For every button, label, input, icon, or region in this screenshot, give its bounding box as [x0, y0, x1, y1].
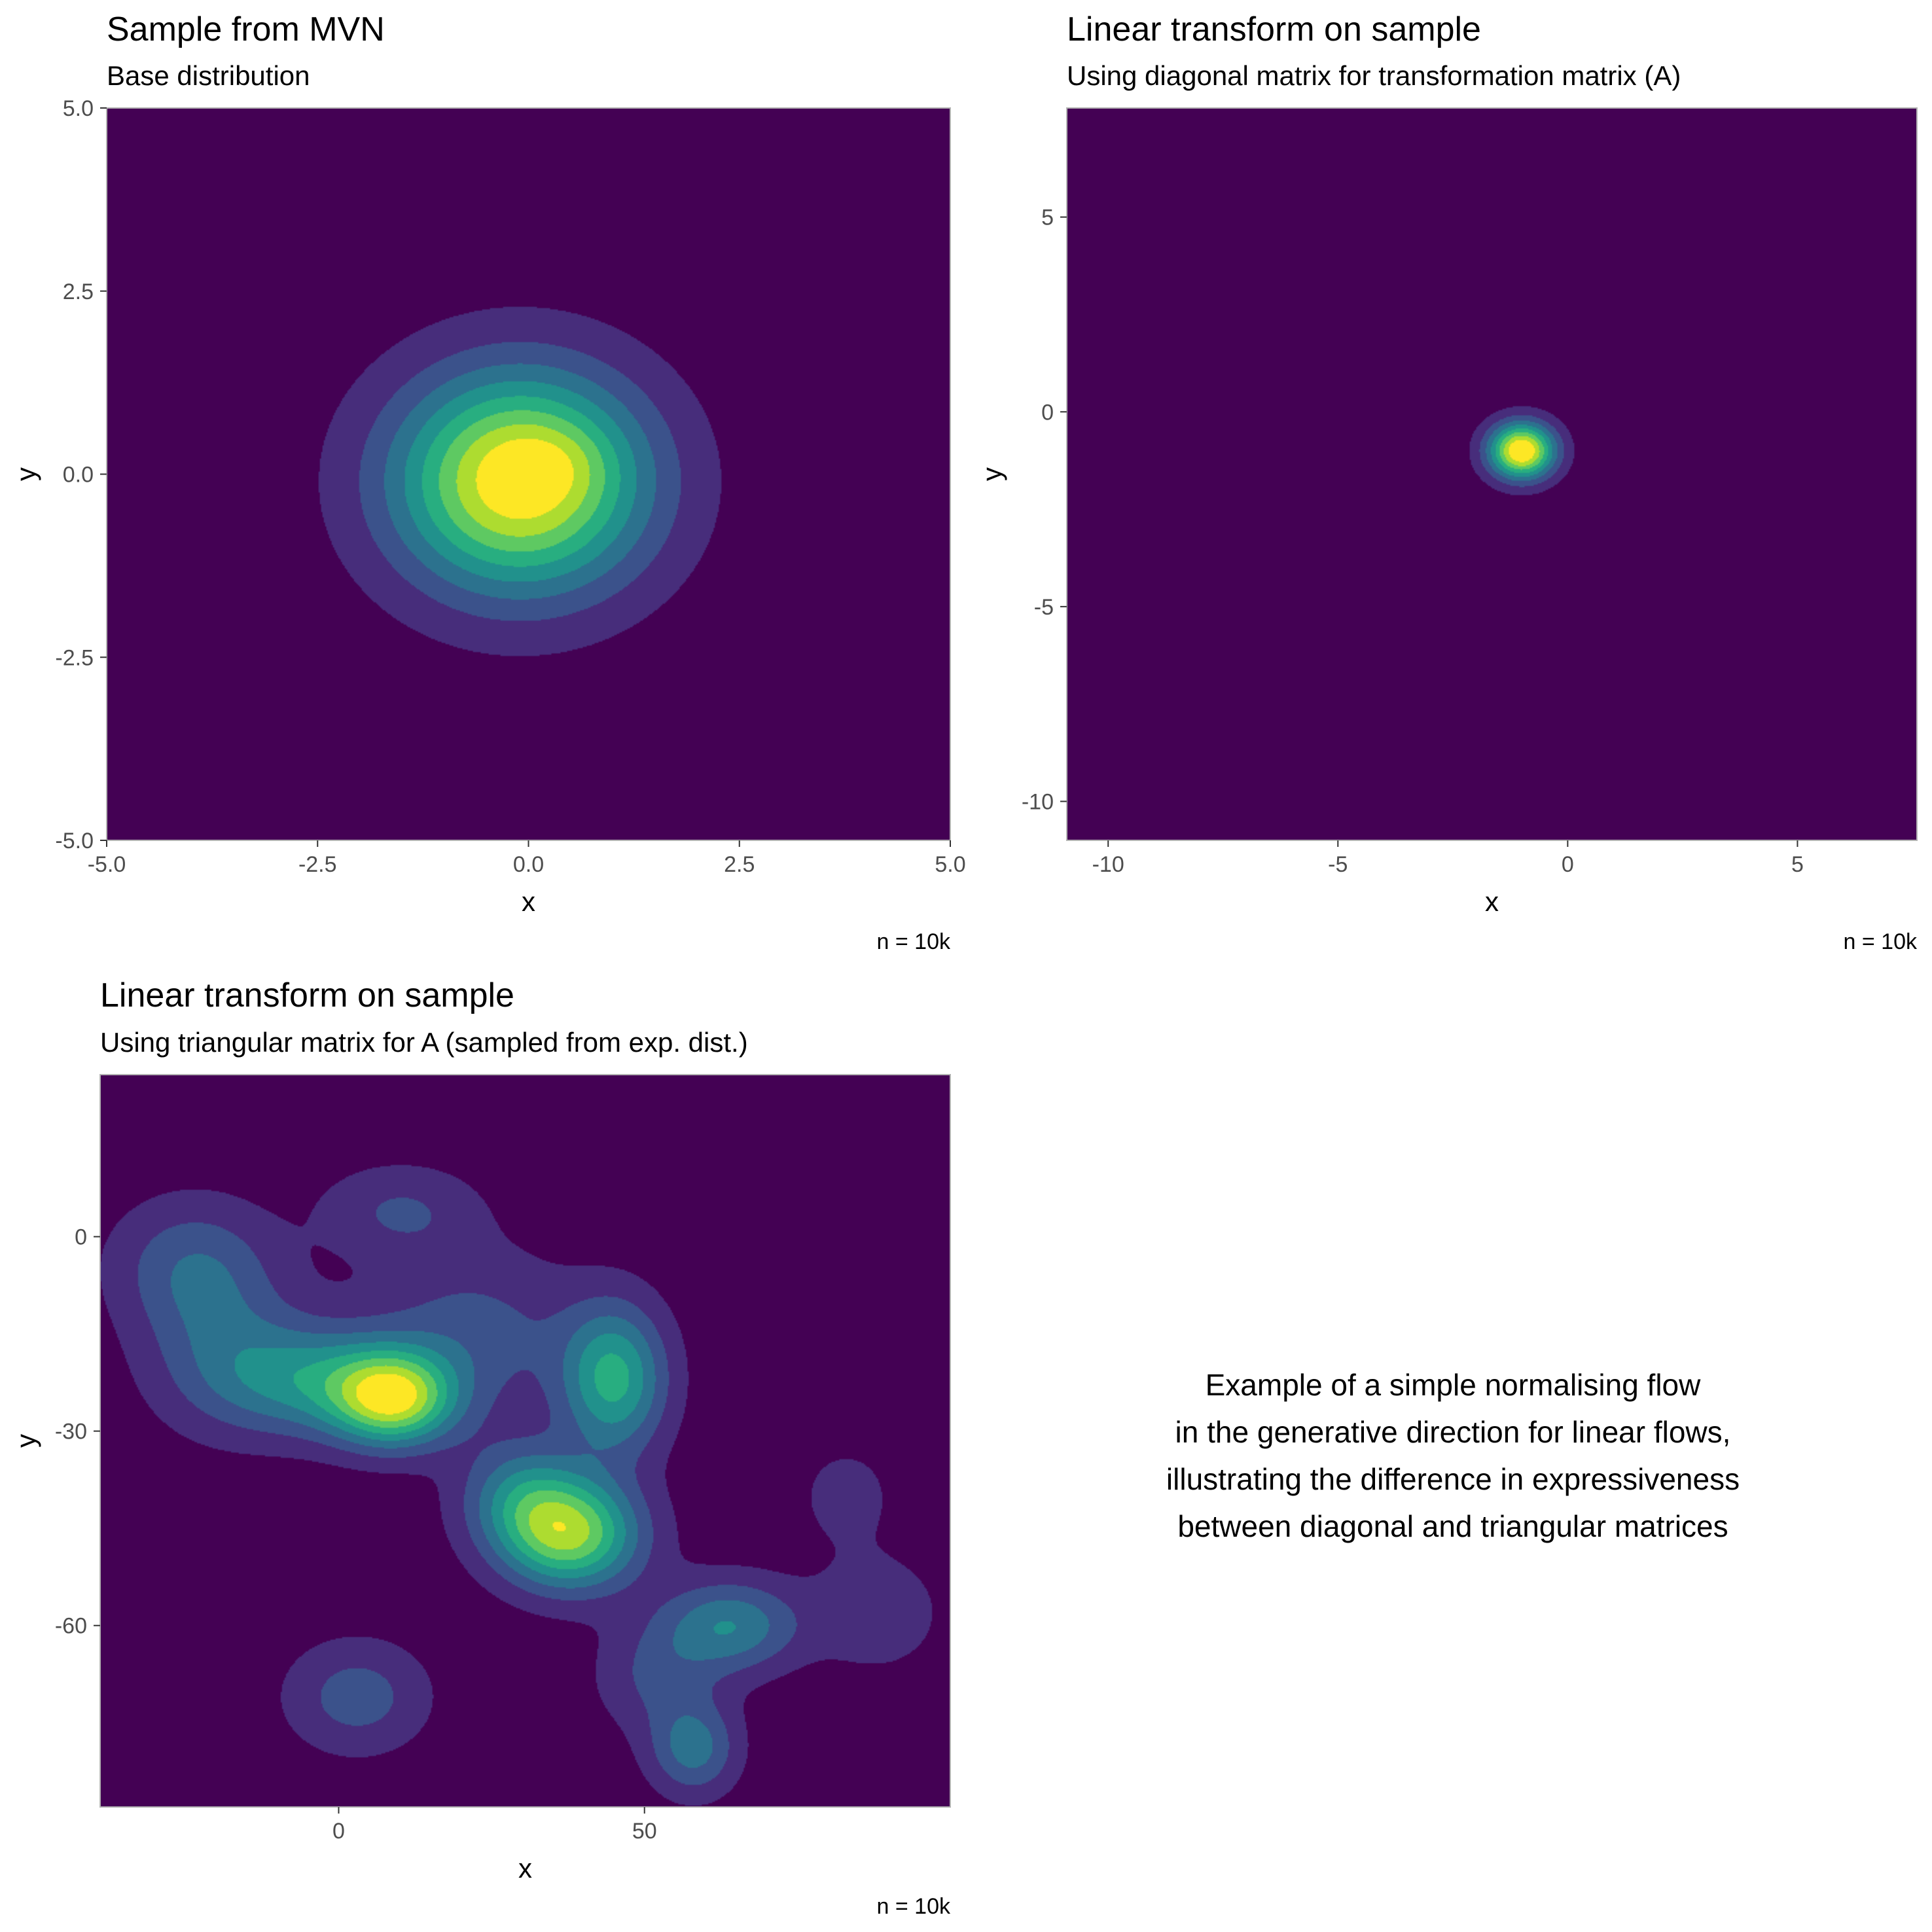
- chart-subtitle: Using diagonal matrix for transformation…: [1067, 60, 1681, 91]
- chart-title: Linear transform on sample: [100, 976, 514, 1014]
- note-line: in the generative direction for linear f…: [1175, 1415, 1731, 1449]
- x-tick-label: 0: [1562, 852, 1574, 877]
- x-tick-label: 2.5: [724, 852, 755, 877]
- y-tick-label: 5: [1041, 206, 1054, 230]
- y-tick-label: 2.5: [63, 279, 94, 304]
- figure-note: Example of a simple normalising flow in …: [1060, 1361, 1846, 1550]
- y-tick-label: -5: [1034, 595, 1054, 620]
- plot-border: [99, 1074, 951, 1808]
- note-line: illustrating the difference in expressiv…: [1166, 1462, 1740, 1496]
- chart-panel: Linear transform on sample Using triangul…: [10, 976, 951, 1919]
- x-tick-label: 5: [1791, 852, 1804, 877]
- y-tick-label: -60: [55, 1614, 87, 1639]
- x-tick-label: 5.0: [935, 852, 965, 877]
- chart-title: Sample from MVN: [107, 10, 385, 48]
- y-tick-label: -30: [55, 1420, 87, 1444]
- y-tick-label: 0: [75, 1225, 87, 1250]
- x-tick-label: 50: [632, 1819, 657, 1844]
- chart-caption: n = 10k: [877, 929, 951, 954]
- density-contour-fill: [1067, 108, 1917, 840]
- x-tick-label: -2.5: [298, 852, 337, 877]
- x-tick-label: 0: [332, 1819, 345, 1844]
- y-axis-title: y: [10, 1434, 41, 1448]
- y-tick-label: 0.0: [63, 463, 94, 488]
- note-line: between diagonal and triangular matrices: [1177, 1509, 1728, 1543]
- plot-border: [1066, 107, 1918, 841]
- density-contour-fill: [107, 108, 950, 840]
- chart-subtitle: Base distribution: [107, 60, 310, 91]
- chart-caption: n = 10k: [877, 1894, 951, 1919]
- y-tick-label: -10: [1022, 789, 1054, 814]
- chart-subtitle: Using triangular matrix for A (sampled f…: [100, 1027, 748, 1058]
- y-tick-label: 0: [1041, 400, 1054, 425]
- x-axis-title: x: [518, 1853, 532, 1884]
- y-axis-title: y: [976, 467, 1007, 481]
- y-tick-label: -5.0: [55, 829, 94, 853]
- y-tick-label: -2.5: [55, 645, 94, 670]
- x-tick-label: -5: [1328, 852, 1348, 877]
- y-tick-label: 5.0: [63, 96, 94, 121]
- chart-panel: Linear transform on sample Using diagonal…: [976, 10, 1918, 954]
- x-tick-label: -5.0: [88, 852, 126, 877]
- x-tick-label: 0.0: [513, 852, 544, 877]
- chart-title: Linear transform on sample: [1067, 10, 1481, 48]
- note-line: Example of a simple normalising flow: [1205, 1368, 1701, 1402]
- chart-caption: n = 10k: [1844, 929, 1918, 954]
- x-axis-title: x: [522, 886, 535, 917]
- x-axis-title: x: [1485, 886, 1499, 917]
- x-tick-label: -10: [1092, 852, 1124, 877]
- y-axis-title: y: [10, 467, 41, 481]
- density-contour-fill: [100, 1075, 950, 1807]
- chart-panel: Sample from MVN Base distribution -5.0 -2.5…: [10, 10, 966, 954]
